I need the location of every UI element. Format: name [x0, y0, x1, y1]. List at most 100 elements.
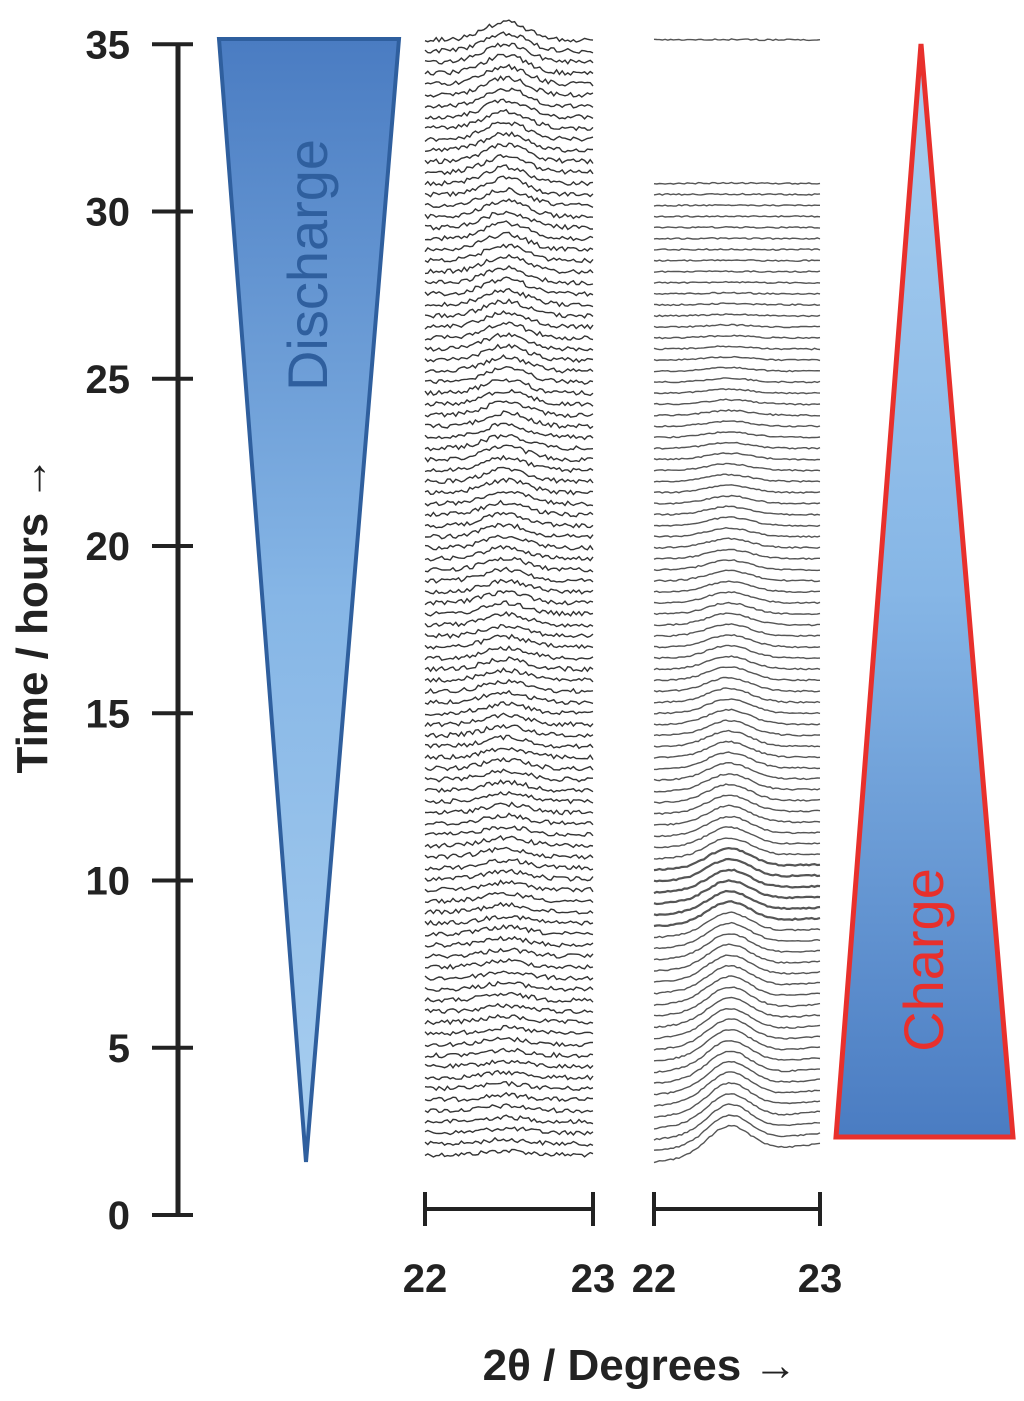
diffraction-pattern-trace	[653, 323, 821, 329]
x-scale-right: 22 23	[632, 1192, 842, 1301]
diffraction-pattern-trace	[424, 915, 594, 926]
diffraction-pattern-trace	[424, 790, 594, 805]
y-tick-label: 35	[86, 23, 131, 67]
diffraction-pattern-trace	[424, 825, 594, 837]
diffraction-pattern-trace	[424, 689, 594, 706]
diffraction-pattern-trace	[653, 452, 821, 461]
diffraction-pattern-trace	[424, 556, 594, 573]
diffraction-pattern-trace	[424, 276, 594, 297]
diffraction-pattern-trace	[424, 466, 594, 485]
diffraction-pattern-trace	[424, 422, 594, 441]
diffraction-pattern-trace	[424, 511, 594, 529]
diffraction-pattern-trace	[653, 313, 821, 318]
diffraction-pattern-trace	[653, 1124, 821, 1164]
diffraction-pattern-trace	[424, 321, 594, 341]
diffraction-pattern-trace	[424, 534, 594, 551]
y-tick-label: 15	[86, 692, 131, 736]
diffraction-pattern-trace	[653, 846, 821, 872]
diffraction-pattern-trace	[653, 1093, 821, 1130]
y-tick-label: 10	[86, 860, 131, 904]
diffraction-pattern-trace	[653, 1081, 821, 1118]
diffraction-pattern-trace	[424, 142, 594, 165]
diffraction-pattern-trace	[654, 794, 821, 815]
diffraction-pattern-trace	[653, 548, 820, 561]
diffraction-pattern-trace	[424, 723, 594, 739]
diffraction-pattern-trace	[653, 826, 821, 849]
diffraction-pattern-trace	[424, 388, 594, 407]
diffraction-pattern-trace	[653, 655, 821, 671]
diffraction-pattern-trace	[424, 678, 594, 694]
diffraction-pattern-trace	[653, 1040, 821, 1074]
diffraction-pattern-trace	[653, 900, 821, 928]
diffraction-pattern-trace	[653, 740, 821, 759]
diffraction-pattern-trace	[653, 259, 821, 263]
diffraction-pattern-trace	[653, 236, 821, 240]
diffraction-pattern-trace	[424, 1036, 593, 1048]
diffraction-pattern-trace	[424, 63, 594, 87]
y-tick-label: 0	[108, 1194, 130, 1238]
diffraction-pattern-trace	[424, 42, 594, 65]
diffraction-pattern-trace	[653, 580, 821, 594]
diffraction-pattern-trace	[653, 879, 821, 906]
diffraction-pattern-trace	[653, 804, 821, 826]
diffraction-pattern-trace	[653, 943, 821, 972]
diffraction-pattern-trace	[424, 433, 594, 452]
diffraction-pattern-trace	[424, 566, 594, 584]
diffraction-pattern-trace	[424, 343, 594, 364]
discharge-label: Discharge	[276, 139, 339, 391]
diffraction-pattern-trace	[424, 1126, 594, 1136]
diffraction-pattern-trace	[653, 355, 821, 362]
diffraction-pattern-trace	[653, 612, 820, 627]
diffraction-pattern-trace	[653, 247, 821, 252]
diffraction-pattern-trace	[653, 1114, 821, 1151]
diffraction-pattern-trace	[424, 924, 594, 937]
diffraction-pattern-trace	[654, 751, 821, 771]
diffraction-pattern-trace	[424, 980, 594, 992]
diffraction-pattern-trace	[424, 121, 594, 142]
diffraction-pattern-trace	[653, 215, 821, 218]
diffraction-pattern-trace	[653, 181, 821, 185]
diffraction-pattern-trace	[653, 773, 821, 793]
diffraction-pattern-trace	[424, 298, 594, 319]
diffraction-pattern-trace	[653, 494, 821, 505]
diffraction-pattern-trace	[424, 198, 594, 220]
x-scale-left: 22 23	[403, 1192, 615, 1301]
charge-label: Charge	[892, 868, 955, 1052]
diffraction-pattern-trace	[424, 801, 594, 816]
diffraction-pattern-trace	[653, 954, 821, 983]
diffraction-pattern-trace	[425, 522, 594, 540]
diffraction-pattern-trace	[424, 1136, 594, 1147]
charge-indicator: Charge	[833, 43, 1016, 1140]
diffraction-pattern-trace	[424, 1148, 594, 1158]
diffraction-pattern-trace	[653, 1007, 821, 1040]
diffraction-pattern-trace	[424, 477, 594, 496]
diffraction-pattern-trace	[653, 633, 821, 649]
diffraction-pattern-trace	[653, 462, 821, 472]
diffraction-pattern-trace	[653, 783, 821, 804]
diffraction-pattern-trace	[424, 19, 594, 43]
diffraction-pattern-trace	[653, 623, 821, 638]
diffraction-pattern-trace	[424, 590, 594, 606]
diffraction-pattern-trace	[653, 601, 821, 616]
diffraction-pattern-trace	[424, 1091, 594, 1103]
diffraction-pattern-trace	[653, 345, 821, 351]
diffraction-pattern-trace	[424, 253, 594, 275]
diffraction-pattern-trace	[653, 857, 821, 883]
diffraction-pattern-trace	[424, 970, 594, 981]
diffraction-pattern-trace	[424, 1013, 594, 1026]
diffraction-pattern-trace	[424, 332, 594, 352]
y-tick-label: 25	[86, 358, 131, 402]
y-axis: 0 5 10 15 20 25 30 35 Time / hours →	[8, 23, 193, 1238]
diffraction-pattern-trace	[653, 280, 821, 285]
diffraction-pattern-trace	[653, 996, 820, 1029]
diffraction-pattern-trace	[424, 768, 593, 783]
diffraction-pattern-trace	[424, 454, 594, 474]
diffraction-pattern-trace	[424, 1069, 594, 1081]
diffraction-pattern-trace	[424, 868, 594, 882]
diffraction-pattern-trace	[653, 868, 821, 895]
diffraction-pattern-trace	[424, 310, 594, 330]
diffraction-pattern-trace	[424, 186, 594, 209]
diffraction-pattern-trace	[653, 837, 821, 860]
diffraction-pattern-trace	[653, 366, 821, 373]
